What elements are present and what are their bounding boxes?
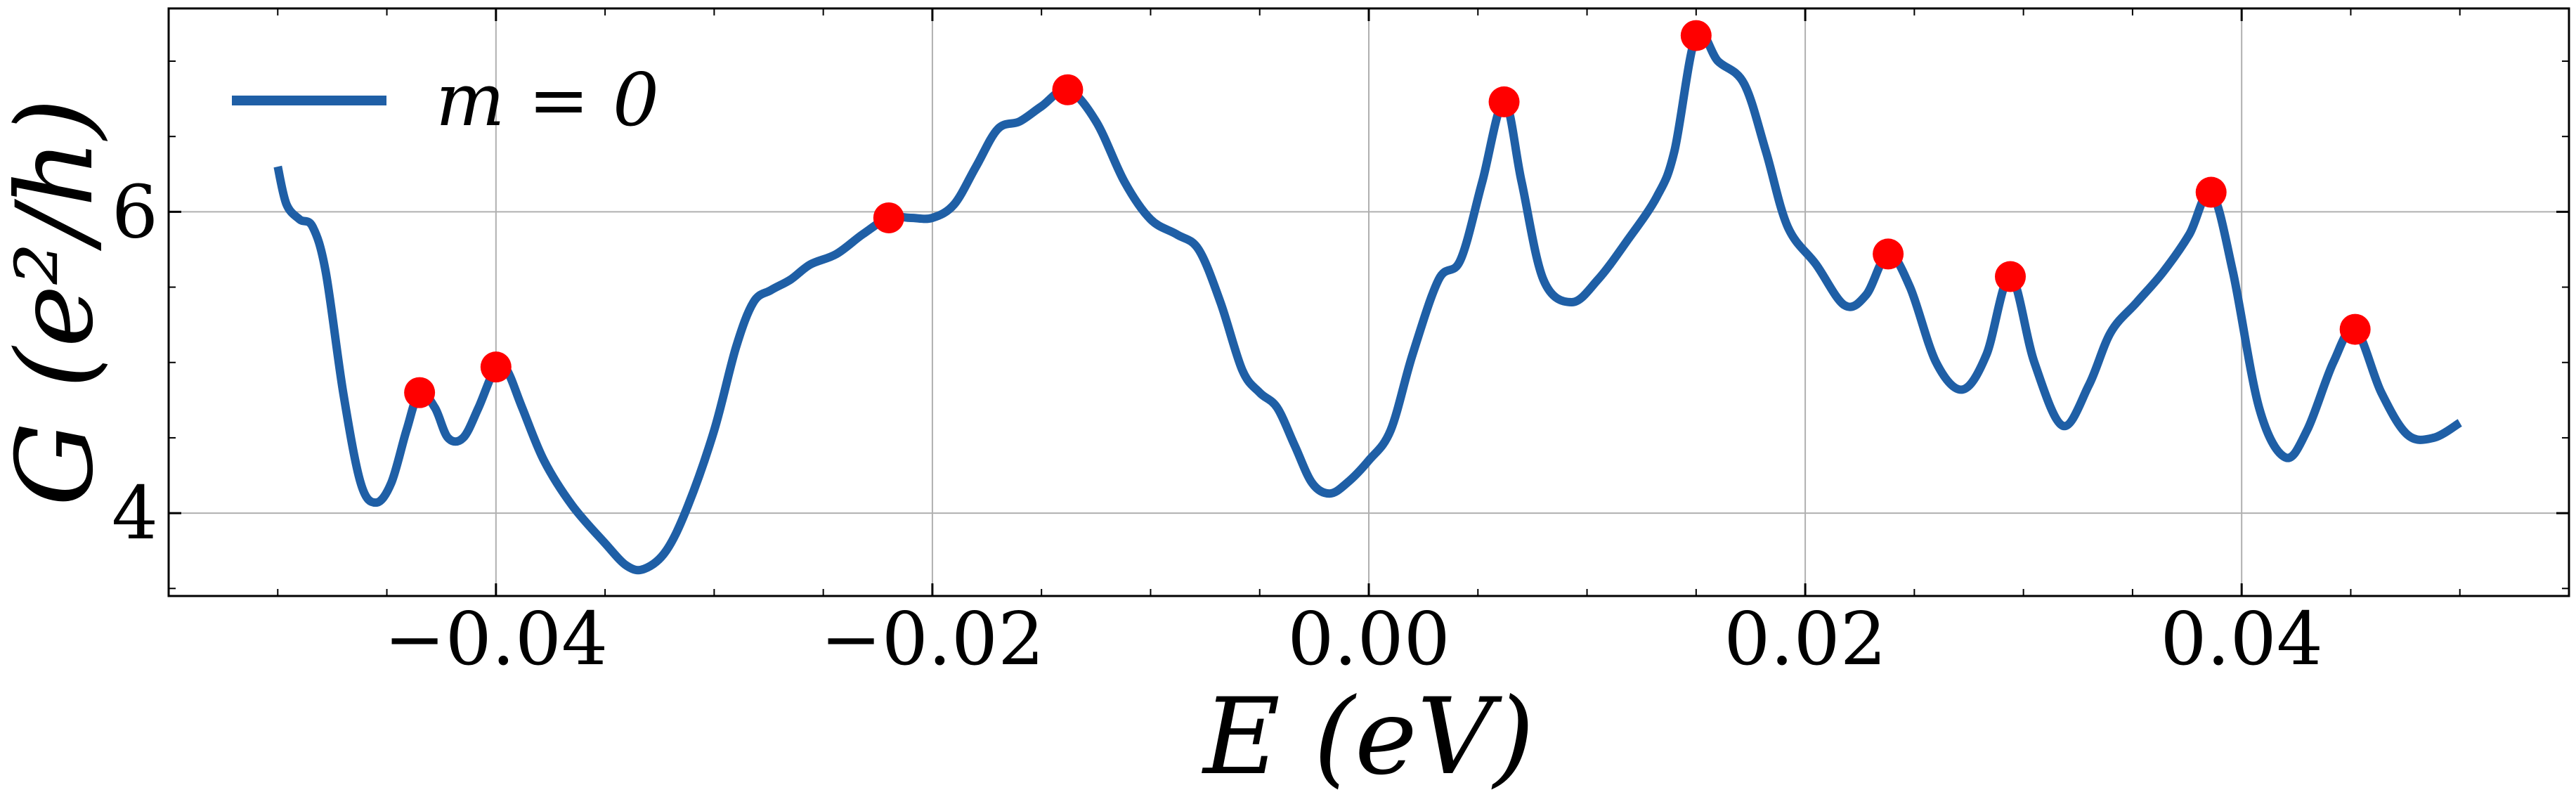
x-tick-label: −0.04 [384,596,608,682]
y-axis-label: G (e²/h) [0,98,117,507]
tick-labels: −0.04 −0.02 0.00 0.02 0.04 4 6 [112,169,2323,682]
peak-marker [1488,86,1520,117]
legend: m = 0 [232,57,659,143]
peak-marker [404,377,436,408]
peak-marker [2339,313,2371,345]
peak-marker [480,351,512,383]
peak-marker [1995,261,2027,292]
series-layer [273,27,2462,575]
x-tick-label: −0.02 [821,596,1045,682]
x-tick-label: 0.02 [1724,596,1887,682]
x-tick-label: 0.04 [2160,596,2323,682]
grid [169,8,2569,596]
y-tick-label: 4 [112,470,158,556]
y-tick-label: 6 [112,169,158,254]
x-tick-label: 0.00 [1287,596,1450,682]
ticks [169,8,2569,596]
peak-marker [1873,238,1904,270]
peak-marker [1052,74,1084,105]
peak-marker [2195,176,2227,208]
peaks-layer [404,20,2371,408]
x-axis-label: E (eV) [1201,676,1534,797]
peak-marker [873,202,904,233]
series-line [273,27,2462,575]
peak-marker [1680,20,1712,51]
legend-label: m = 0 [436,57,659,143]
